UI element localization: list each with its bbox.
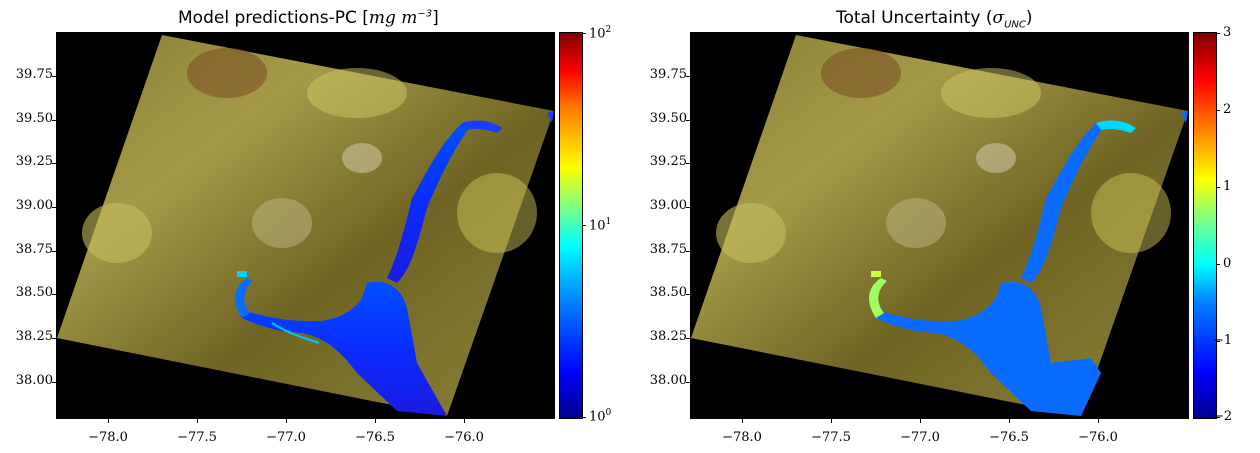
colorbar-tick-label: 3	[1223, 25, 1232, 40]
x-tick-mark	[375, 418, 376, 423]
colorbar-tick-mark	[582, 417, 586, 418]
y-tick-mark	[52, 120, 57, 121]
right-panel-title: Total Uncertainty (σUNC)	[836, 8, 1033, 31]
y-tick-label: 39.75	[649, 67, 687, 82]
x-tick-label: −77.5	[177, 430, 217, 445]
x-tick-label: −76.0	[1078, 430, 1118, 445]
right-colorbar	[1193, 32, 1217, 419]
right-panel: Total Uncertainty (σUNC)	[630, 0, 1260, 453]
x-tick-mark	[108, 418, 109, 423]
y-tick-mark	[686, 120, 691, 121]
colorbar-tick-mark	[1216, 417, 1220, 418]
y-tick-mark	[686, 163, 691, 164]
y-tick-label: 38.25	[15, 329, 53, 344]
left-satellite-map	[56, 32, 555, 419]
x-tick-label: −78.0	[722, 430, 762, 445]
y-tick-label: 38.50	[649, 285, 687, 300]
y-tick-label: 38.00	[15, 373, 53, 388]
y-tick-mark	[52, 338, 57, 339]
y-tick-mark	[52, 76, 57, 77]
y-tick-label: 38.50	[15, 285, 53, 300]
x-tick-mark	[920, 418, 921, 423]
x-tick-mark	[286, 418, 287, 423]
y-tick-label: 39.25	[649, 154, 687, 169]
x-tick-mark	[1098, 418, 1099, 423]
colorbar-tick-label: 2	[1223, 102, 1232, 117]
x-tick-label: −77.5	[811, 430, 851, 445]
y-tick-mark	[52, 251, 57, 252]
y-tick-label: 39.50	[649, 111, 687, 126]
y-tick-label: 39.75	[15, 67, 53, 82]
x-tick-label: −76.5	[989, 430, 1029, 445]
x-tick-label: −76.0	[444, 430, 484, 445]
colorbar-tick-mark	[1216, 33, 1220, 34]
x-tick-mark	[197, 418, 198, 423]
y-tick-mark	[686, 76, 691, 77]
x-tick-mark	[831, 418, 832, 423]
left-colorbar	[559, 32, 583, 419]
y-tick-label: 38.00	[649, 373, 687, 388]
right-satellite-map	[690, 32, 1189, 419]
y-tick-mark	[686, 207, 691, 208]
y-tick-label: 39.50	[15, 111, 53, 126]
left-panel: Model predictions-PC [mg m−3]	[15, 8, 612, 445]
colorbar-tick-mark	[1216, 264, 1220, 265]
y-tick-label: 39.00	[649, 198, 687, 213]
left-panel-title: Model predictions-PC [mg m−3]	[178, 8, 439, 28]
x-tick-label: −76.5	[355, 430, 395, 445]
colorbar-tick-mark	[582, 33, 586, 34]
y-tick-label: 39.00	[15, 198, 53, 213]
y-tick-label: 39.25	[15, 154, 53, 169]
y-tick-mark	[52, 163, 57, 164]
x-tick-mark	[742, 418, 743, 423]
colorbar-tick-mark	[1216, 187, 1220, 188]
colorbar-tick-mark	[582, 225, 586, 226]
y-tick-mark	[686, 294, 691, 295]
y-tick-mark	[686, 251, 691, 252]
y-tick-label: 38.75	[649, 242, 687, 257]
colorbar-tick-label: 0	[1223, 256, 1232, 271]
colorbar-tick-label: 102	[589, 25, 612, 42]
y-tick-mark	[52, 294, 57, 295]
y-tick-mark	[686, 338, 691, 339]
colorbar-tick-label: 101	[589, 217, 612, 234]
x-tick-mark	[464, 418, 465, 423]
colorbar-tick-mark	[1216, 341, 1220, 342]
colorbar-tick-mark	[1216, 110, 1220, 111]
colorbar-tick-label: 1	[1223, 179, 1232, 194]
y-tick-label: 38.75	[15, 242, 53, 257]
x-tick-label: −77.0	[266, 430, 306, 445]
colorbar-tick-label: 100	[589, 408, 612, 425]
y-tick-mark	[686, 382, 691, 383]
x-tick-mark	[1009, 418, 1010, 423]
colorbar-tick-label: −2	[1213, 409, 1233, 424]
y-tick-label: 38.25	[649, 329, 687, 344]
y-tick-mark	[52, 382, 57, 383]
y-tick-mark	[52, 207, 57, 208]
x-tick-label: −78.0	[88, 430, 128, 445]
colorbar-tick-label: −1	[1213, 333, 1233, 348]
x-tick-label: −77.0	[900, 430, 940, 445]
